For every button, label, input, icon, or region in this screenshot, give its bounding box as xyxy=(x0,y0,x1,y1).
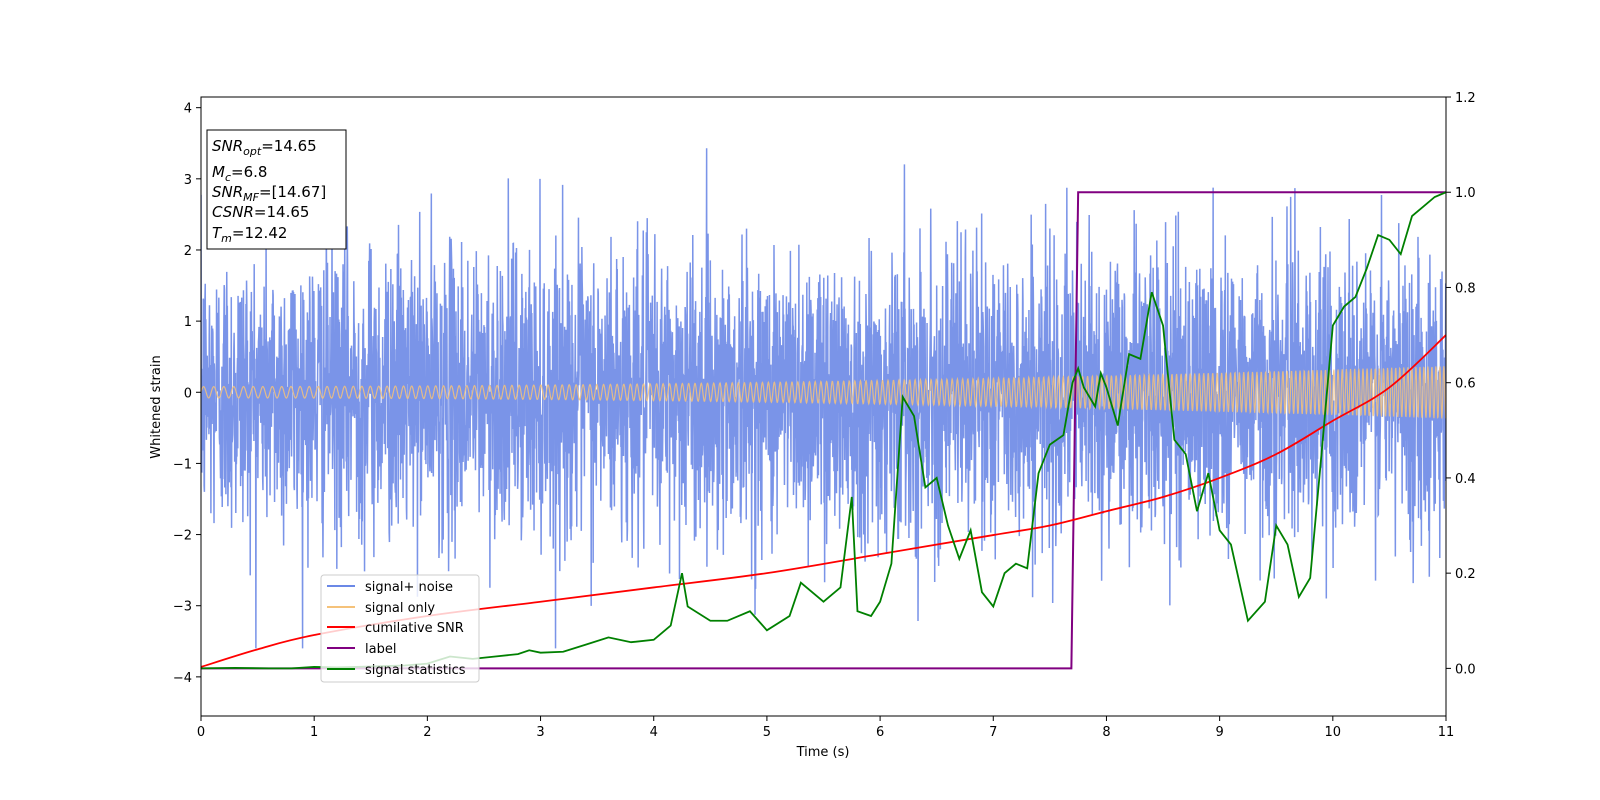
x-tick-label: 1 xyxy=(310,725,318,740)
y2-tick-label: 0.4 xyxy=(1455,472,1476,487)
y-tick-label: 4 xyxy=(184,102,192,117)
annotation-box: SNRopt=14.65 Mc=6.8 SNRMF=[14.67] CSNR=1… xyxy=(206,129,347,250)
series-signal-only-line xyxy=(201,366,1446,419)
x-tick-label: 5 xyxy=(763,725,771,740)
y-tick-label: 3 xyxy=(184,173,192,188)
y-axis-ticks: −4 −3 −2 −1 0 1 2 3 4 xyxy=(173,102,201,686)
x-tick-label: 3 xyxy=(536,725,544,740)
x-tick-label: 9 xyxy=(1215,725,1223,740)
y2-tick-label: 0.0 xyxy=(1455,662,1476,677)
y2-tick-label: 1.2 xyxy=(1455,91,1476,106)
y-tick-label: −2 xyxy=(173,529,192,544)
legend-label-signal-noise: signal+ noise xyxy=(365,580,453,595)
legend-label-signal-statistics: signal statistics xyxy=(365,663,466,678)
x-tick-label: 8 xyxy=(1102,725,1110,740)
y-tick-label: 0 xyxy=(184,386,192,401)
y-tick-label: 2 xyxy=(184,244,192,259)
x-axis-label: Time (s) xyxy=(796,745,850,760)
x-tick-label: 4 xyxy=(650,725,658,740)
y2-tick-label: 0.2 xyxy=(1455,567,1476,582)
x-tick-label: 10 xyxy=(1325,725,1342,740)
x-tick-label: 11 xyxy=(1438,725,1455,740)
y-tick-label: 1 xyxy=(184,315,192,330)
y-tick-label: −1 xyxy=(173,457,192,472)
annotation-snr-opt: SNRopt=14.65 xyxy=(212,137,317,158)
legend-frame xyxy=(320,574,480,683)
series-label-line xyxy=(201,191,1446,670)
y2-tick-label: 1.0 xyxy=(1455,186,1476,201)
legend-label-cumilative-snr: cumilative SNR xyxy=(365,621,464,636)
annotation-tm: Tm=12.42 xyxy=(212,224,287,245)
y2-tick-label: 0.8 xyxy=(1455,281,1476,296)
legend: signal+ noise signal only cumilative SNR… xyxy=(320,574,480,683)
y-axis-label: Whitened strain xyxy=(149,355,164,458)
annotation-mc: Mc=6.8 xyxy=(212,163,267,184)
x-tick-label: 2 xyxy=(423,725,431,740)
annotation-csnr: CSNR=14.65 xyxy=(212,203,309,221)
x-tick-label: 0 xyxy=(197,725,205,740)
y2-axis-ticks: 0.0 0.2 0.4 0.6 0.8 1.0 1.2 xyxy=(1446,91,1476,677)
x-tick-label: 6 xyxy=(876,725,884,740)
plot-frame xyxy=(200,96,1447,717)
legend-label-signal-only: signal only xyxy=(365,601,435,616)
legend-label-label: label xyxy=(365,642,396,657)
y2-tick-label: 0.6 xyxy=(1455,377,1476,392)
y-tick-label: −3 xyxy=(173,600,192,615)
y-tick-label: −4 xyxy=(173,671,192,686)
series-signal-statistics-line xyxy=(201,191,1446,670)
x-axis-ticks: 0 1 2 3 4 5 6 7 8 9 10 11 xyxy=(197,716,1454,740)
annotation-box-frame xyxy=(206,129,347,250)
annotation-snr-mf: SNRMF=[14.67] xyxy=(212,183,326,204)
x-tick-label: 7 xyxy=(989,725,997,740)
